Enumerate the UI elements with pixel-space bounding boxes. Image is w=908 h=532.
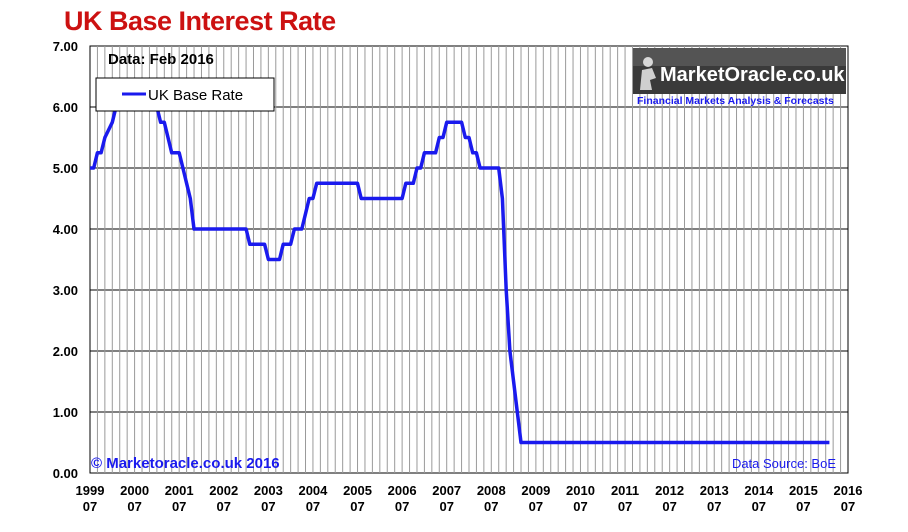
logo-highlight [633,48,846,66]
x-tick-month: 07 [484,499,498,514]
x-tick-month: 07 [261,499,275,514]
x-tick-month: 07 [796,499,810,514]
y-tick-label: 3.00 [53,283,78,298]
x-tick-month: 07 [841,499,855,514]
x-tick-month: 07 [529,499,543,514]
x-tick-year: 2007 [432,483,461,498]
chart-title: UK Base Interest Rate [64,6,336,36]
series-layer [90,105,830,445]
x-tick-year: 2010 [566,483,595,498]
logo-figure-icon [643,57,653,67]
x-tick-year: 2000 [120,483,149,498]
x-tick-year: 1999 [76,483,105,498]
legend[interactable]: UK Base Rate [95,77,275,112]
x-tick-year: 2006 [388,483,417,498]
y-axis-ticks: 0.00 1.00 2.00 3.00 4.00 5.00 6.00 7.00 [53,39,78,481]
x-tick-month: 07 [707,499,721,514]
x-tick-year: 2002 [209,483,238,498]
x-tick-month: 07 [83,499,97,514]
x-tick-year: 2013 [700,483,729,498]
x-tick-year: 2001 [165,483,194,498]
y-tick-label: 0.00 [53,466,78,481]
x-tick-year: 2011 [611,483,639,498]
y-tick-label: 1.00 [53,405,78,420]
x-tick-year: 2014 [744,483,774,498]
data-date-label: Data: Feb 2016 [108,51,214,68]
marketoracle-logo: MarketOracle.co.uk Financial Markets Ana… [633,48,846,107]
x-tick-year: 2009 [521,483,550,498]
x-tick-year: 2012 [655,483,684,498]
x-tick-month: 07 [573,499,587,514]
x-tick-month: 07 [662,499,676,514]
x-axis-ticks: 1999072000072001072002072003072004072005… [76,483,863,514]
x-tick-year: 2005 [343,483,372,498]
logo-figure-body-icon [640,68,656,90]
x-tick-month: 07 [217,499,231,514]
y-tick-label: 6.00 [53,100,78,115]
x-tick-month: 07 [127,499,141,514]
x-tick-month: 07 [306,499,320,514]
x-tick-month: 07 [350,499,364,514]
x-tick-year: 2003 [254,483,283,498]
x-tick-year: 2015 [789,483,818,498]
logo-text: MarketOracle.co.uk [660,64,845,86]
x-tick-month: 07 [395,499,409,514]
series-line-uk-base-rate [90,105,830,445]
logo-tagline: Financial Markets Analysis & Forecasts [637,95,834,107]
x-tick-year: 2008 [477,483,506,498]
copyright-label: © Marketoracle.co.uk 2016 [91,455,280,472]
data-source-label: Data Source: BoE [732,456,836,471]
x-tick-year: 2016 [834,483,863,498]
y-tick-label: 7.00 [53,39,78,54]
x-tick-month: 07 [439,499,453,514]
legend-label: UK Base Rate [148,87,243,104]
x-tick-month: 07 [752,499,766,514]
y-tick-label: 2.00 [53,344,78,359]
x-tick-month: 07 [618,499,632,514]
x-tick-month: 07 [172,499,186,514]
x-tick-year: 2004 [298,483,328,498]
y-tick-label: 4.00 [53,222,78,237]
y-tick-label: 5.00 [53,161,78,176]
